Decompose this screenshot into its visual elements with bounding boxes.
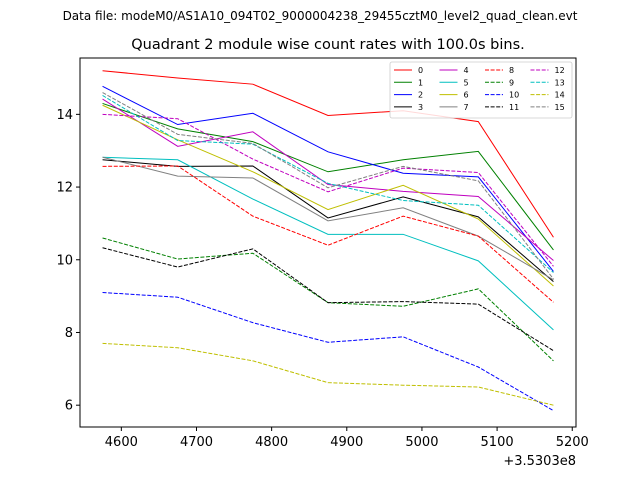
- x-tick-label: 5100: [481, 435, 514, 450]
- legend-label-7: 7: [464, 103, 469, 112]
- series-line-5: [102, 156, 554, 331]
- x-axis-offset-label: +3.5303e8: [503, 454, 576, 469]
- legend-label-10: 10: [509, 91, 519, 100]
- series-layer: [102, 70, 554, 412]
- legend-label-4: 4: [464, 66, 469, 75]
- legend-label-6: 6: [464, 91, 469, 100]
- legend-label-0: 0: [418, 66, 423, 75]
- x-tick-label: 4900: [330, 435, 363, 450]
- legend-label-8: 8: [509, 66, 514, 75]
- series-line-14: [102, 342, 554, 406]
- y-tick-label: 10: [56, 253, 73, 268]
- series-line-15: [102, 92, 554, 280]
- x-tick-label: 5200: [556, 435, 589, 450]
- series-line-4: [102, 98, 554, 261]
- x-tick-label: 4600: [105, 435, 138, 450]
- series-line-0: [102, 70, 554, 238]
- chart-title: Quadrant 2 module wise count rates with …: [131, 37, 525, 53]
- legend-label-13: 13: [555, 78, 565, 87]
- legend-label-2: 2: [418, 91, 423, 100]
- x-tick-label: 5000: [405, 435, 438, 450]
- legend-label-9: 9: [509, 78, 514, 87]
- y-tick-label: 8: [65, 326, 73, 341]
- series-line-1: [102, 102, 554, 251]
- axes-frame: [79, 57, 577, 428]
- legend-label-3: 3: [418, 103, 423, 112]
- y-tick-label: 6: [65, 399, 73, 414]
- x-axis: 4600 4700 4800 4900 5000 5100 5200: [105, 427, 589, 450]
- legend-label-5: 5: [464, 78, 469, 87]
- series-line-6: [102, 104, 554, 287]
- y-tick-label: 14: [56, 108, 73, 123]
- legend-box: [389, 61, 573, 119]
- x-tick-label: 4700: [180, 435, 213, 450]
- series-line-10: [102, 291, 554, 412]
- y-axis: 6 8 10 12 14: [56, 108, 80, 414]
- series-line-11: [102, 247, 554, 352]
- y-tick-label: 12: [56, 181, 73, 196]
- legend-label-14: 14: [555, 91, 565, 100]
- legend-label-15: 15: [555, 103, 565, 112]
- x-tick-label: 4800: [255, 435, 288, 450]
- legend-label-12: 12: [555, 66, 565, 75]
- figure-supertitle: Data file: modeM0/AS1A10_094T02_90000042…: [63, 9, 578, 23]
- series-line-8: [102, 165, 554, 303]
- legend-label-11: 11: [509, 103, 519, 112]
- series-line-2: [102, 85, 554, 272]
- series-line-13: [102, 95, 554, 273]
- legend-label-1: 1: [418, 78, 423, 87]
- series-line-12: [102, 113, 554, 267]
